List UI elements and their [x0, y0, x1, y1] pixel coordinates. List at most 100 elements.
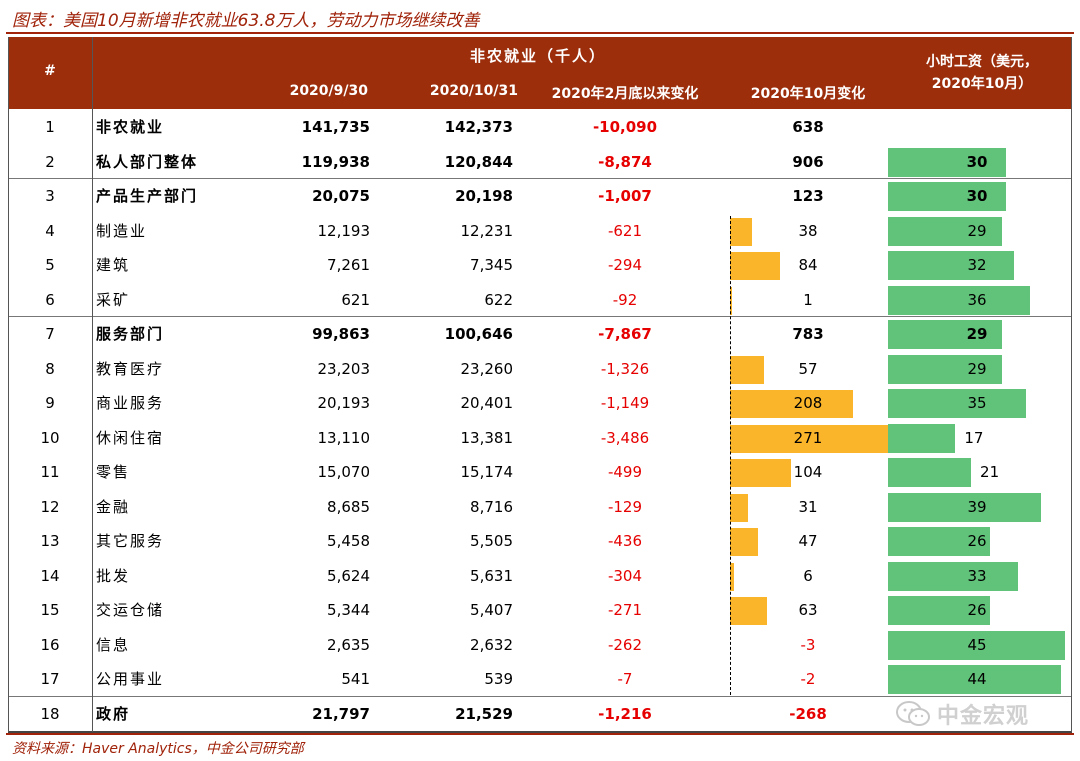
value-2020-10-31: 7,345 [470, 256, 513, 274]
row-number: 14 [40, 566, 60, 585]
row-number: 1 [45, 118, 55, 136]
row-number: 3 [45, 187, 55, 205]
sector-name: 信息 [96, 635, 131, 654]
value-2020-9-30: 2,635 [327, 635, 370, 654]
row-number: 9 [45, 394, 55, 412]
watermark-logo: 中金宏观 [895, 698, 1029, 730]
oct-change: 84 [798, 256, 818, 274]
group-divider [8, 695, 1072, 697]
value-2020-10-31: 20,401 [460, 394, 514, 412]
oct-change: 1 [803, 290, 813, 309]
hourly-wage-value: 44 [967, 670, 987, 688]
table-row: 9 商业服务 20,193 20,401 -1,149 208 35 [8, 386, 1072, 420]
sector-name: 交运仓储 [96, 601, 165, 619]
oct-change: 783 [792, 325, 824, 343]
hourly-wage-bar [888, 492, 1042, 522]
value-2020-10-31: 5,631 [470, 566, 513, 585]
hourly-wage-value: 39 [967, 497, 987, 516]
value-2020-9-30: 20,193 [317, 394, 371, 412]
change-since-feb: -436 [607, 532, 643, 550]
source-rule [6, 733, 1074, 735]
sector-name: 产品生产部门 [96, 187, 199, 205]
sector-name: 零售 [96, 463, 131, 481]
change-since-feb: -304 [607, 566, 643, 585]
table-row: 1 非农就业 141,735 142,373 -10,090 638 [8, 110, 1072, 144]
value-2020-9-30: 8,685 [327, 497, 370, 516]
value-2020-9-30: 99,863 [312, 325, 370, 343]
change-since-feb: -7,867 [598, 325, 652, 343]
value-2020-9-30: 5,624 [327, 566, 370, 585]
employment-table: # 非农就业（千人） 2020/9/30 2020/10/31 2020年2月底… [8, 37, 1072, 733]
watermark-text: 中金宏观 [937, 704, 1030, 729]
value-2020-10-31: 622 [484, 290, 513, 309]
value-2020-10-31: 2,632 [470, 635, 513, 654]
hourly-wage-value: 35 [967, 394, 987, 412]
table-bottom-rule [8, 731, 1072, 733]
num-column-divider [92, 37, 93, 732]
table-left-border [8, 37, 9, 732]
hourly-wage-bar [888, 458, 971, 487]
value-2020-9-30: 23,203 [317, 359, 371, 378]
table-right-border [1071, 37, 1072, 732]
sector-name: 政府 [96, 704, 131, 723]
hourly-wage-value: 29 [966, 325, 988, 343]
row-number: 7 [45, 325, 55, 343]
row-number: 8 [45, 359, 55, 378]
change-since-feb: -10,090 [592, 118, 658, 136]
hourly-wage-value: 26 [967, 601, 987, 619]
table-row: 16 信息 2,635 2,632 -262 -3 45 [8, 628, 1072, 662]
change-since-feb: -1,007 [598, 187, 652, 205]
oct-change: -2 [800, 670, 816, 688]
table-row: 10 休闲住宿 13,110 13,381 -3,486 271 17 [8, 421, 1072, 455]
row-number: 11 [40, 463, 60, 481]
sector-name: 制造业 [96, 221, 148, 240]
value-2020-10-31: 23,260 [460, 359, 514, 378]
row-number: 15 [40, 601, 60, 619]
value-2020-10-31: 15,174 [460, 463, 514, 481]
oct-change: 6 [803, 566, 813, 585]
hourly-wage-value: 36 [967, 290, 987, 309]
row-number: 18 [40, 704, 60, 723]
table-row: 6 采矿 621 622 -92 1 36 [8, 283, 1072, 317]
hourly-wage-bar [888, 320, 1003, 349]
hourly-wage-bar [888, 596, 991, 625]
value-2020-9-30: 7,261 [327, 256, 370, 274]
sector-name: 公用事业 [96, 670, 165, 688]
table-row: 7 服务部门 99,863 100,646 -7,867 783 29 [8, 317, 1072, 351]
header-col-2020-9-30: 2020/9/30 [289, 83, 368, 99]
table-header: # 非农就业（千人） 2020/9/30 2020/10/31 2020年2月底… [8, 37, 1072, 109]
hourly-wage-bar [888, 527, 991, 556]
table-row: 4 制造业 12,193 12,231 -621 38 29 [8, 214, 1072, 248]
hourly-wage-bar [888, 389, 1026, 418]
table-row: 13 其它服务 5,458 5,505 -436 47 26 [8, 524, 1072, 558]
hourly-wage-bar [888, 216, 1003, 246]
header-num: # [44, 63, 56, 79]
value-2020-9-30: 5,458 [327, 532, 370, 550]
row-number: 5 [45, 256, 55, 274]
change-since-feb: -3,486 [600, 428, 650, 447]
change-since-feb: -621 [607, 221, 643, 240]
oct-change: 271 [793, 428, 823, 447]
change-since-feb: -129 [607, 497, 643, 516]
sector-name: 休闲住宿 [96, 428, 165, 447]
hourly-wage-bar [888, 147, 1006, 177]
change-since-feb: -1,326 [600, 359, 650, 378]
oct-change: 38 [798, 221, 818, 240]
table-row: 18 政府 21,797 21,529 -1,216 -268 [8, 697, 1072, 731]
hourly-wage-bar [888, 285, 1030, 315]
value-2020-10-31: 12,231 [460, 221, 514, 240]
value-2020-9-30: 20,075 [312, 187, 370, 205]
sector-name: 金融 [96, 497, 131, 516]
header-group-nonfarm: 非农就业（千人） [469, 47, 606, 65]
oct-change-bar [730, 493, 749, 522]
value-2020-9-30: 13,110 [317, 428, 371, 447]
oct-change-bar [730, 528, 758, 556]
header-col-change-since-feb: 2020年2月底以来变化 [551, 86, 699, 102]
table-row: 14 批发 5,624 5,631 -304 6 33 [8, 559, 1072, 593]
change-since-feb: -294 [607, 256, 643, 274]
group-divider [8, 178, 1072, 179]
row-number: 12 [40, 497, 60, 516]
value-2020-10-31: 539 [484, 670, 513, 688]
value-2020-10-31: 8,716 [470, 497, 513, 516]
oct-change-bar [730, 390, 853, 418]
